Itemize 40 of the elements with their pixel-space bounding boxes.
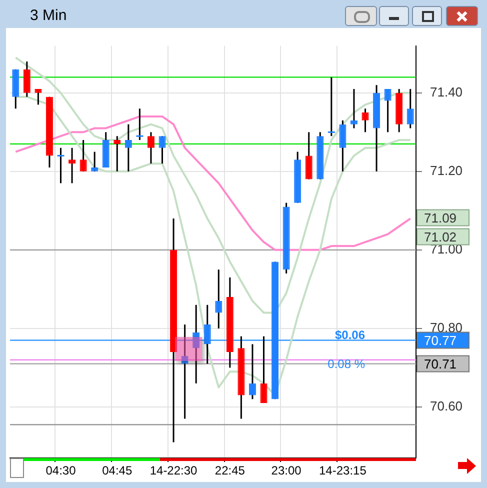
annotation: $0.06 [334,328,366,342]
candlestick [362,108,369,133]
candlestick [56,147,65,184]
x-tick-label: 14-22:30 [150,464,198,478]
candlestick [215,268,222,330]
candlestick [406,88,414,129]
candlestick [23,60,30,98]
candlestick [384,88,392,133]
x-tick-label: 22:45 [214,464,246,478]
y-tick-label: 71.20 [430,163,463,178]
candlestick [114,135,121,172]
x-tick-label: 14-23:15 [319,464,367,478]
candlestick [339,120,346,172]
text: 71.02 [424,229,457,244]
candlestick [327,76,336,137]
ref-line-label: 70.77 [424,332,457,348]
candlestick [158,135,166,164]
candlestick [34,88,42,106]
candlestick [147,131,154,164]
text: 71.09 [424,210,457,226]
x-tick-label: 04:30 [46,464,76,478]
y-tick-label: 71.40 [430,84,463,100]
candlestick [181,324,188,420]
candlestick [80,139,87,172]
annotation: 0.08 % [328,357,366,372]
candlestick [68,147,76,184]
candlestick [192,304,200,384]
candlestick [135,108,144,141]
candlestick [248,343,256,400]
x-tick-label: 23:00 [271,464,302,478]
ref-line-label: 70.71 [424,356,457,372]
candlestick [124,124,132,172]
candlestick [204,304,211,365]
y-tick-label: 70.60 [430,398,463,414]
candlestick [305,131,312,180]
y-tick-label: 70.80 [430,320,463,336]
candlestick [91,151,98,172]
chart-title: 3 Min [30,7,67,24]
candlestick [350,88,358,129]
x-tick-label: 04:45 [102,464,132,478]
